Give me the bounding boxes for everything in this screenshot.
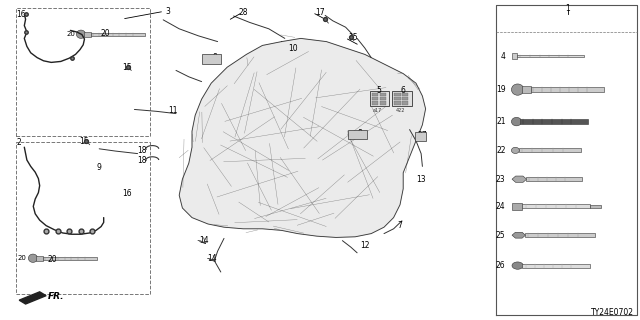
Bar	[531, 87, 604, 92]
Bar	[372, 93, 378, 96]
Text: 22: 22	[496, 146, 506, 155]
Polygon shape	[512, 176, 527, 182]
Bar	[394, 97, 401, 100]
Text: 14: 14	[198, 236, 209, 245]
Text: 25: 25	[496, 231, 506, 240]
Bar	[522, 264, 589, 268]
Text: 16: 16	[122, 189, 132, 198]
Text: 14: 14	[207, 254, 218, 263]
Bar	[522, 86, 531, 93]
Bar	[512, 53, 516, 59]
Bar	[402, 101, 408, 105]
Bar	[415, 132, 426, 141]
Bar	[525, 233, 595, 237]
Bar	[84, 32, 90, 37]
Text: 28: 28	[239, 8, 248, 17]
Text: 2: 2	[16, 138, 21, 147]
Bar	[512, 203, 522, 210]
Text: 15: 15	[79, 137, 90, 146]
Bar	[202, 54, 221, 64]
Text: 10: 10	[288, 44, 298, 53]
Text: 8: 8	[357, 129, 362, 138]
Text: 11: 11	[168, 106, 177, 115]
Text: 20: 20	[18, 255, 27, 260]
Bar	[402, 97, 408, 100]
Text: 26: 26	[496, 261, 506, 270]
Bar	[392, 91, 412, 106]
Text: 13: 13	[416, 175, 426, 184]
Text: 19: 19	[496, 85, 506, 94]
Text: 18: 18	[138, 156, 147, 165]
Text: 422: 422	[396, 108, 404, 113]
Text: 1: 1	[565, 4, 570, 12]
Text: 9: 9	[97, 163, 102, 172]
Polygon shape	[512, 232, 525, 238]
Text: 4: 4	[500, 52, 506, 60]
Text: 7: 7	[397, 221, 403, 230]
Bar	[380, 97, 386, 100]
Text: a17: a17	[373, 108, 382, 113]
Text: 5: 5	[376, 86, 381, 95]
Text: 15: 15	[122, 63, 132, 72]
Polygon shape	[19, 292, 46, 304]
Bar	[526, 177, 582, 181]
Bar	[42, 257, 97, 260]
Text: 16: 16	[16, 10, 26, 19]
Bar	[519, 148, 580, 152]
Ellipse shape	[512, 262, 524, 269]
Text: 24: 24	[496, 202, 506, 211]
Bar	[90, 33, 145, 36]
Bar	[372, 97, 378, 100]
Text: 12: 12	[360, 241, 369, 250]
Text: 18: 18	[138, 146, 147, 155]
Text: 6: 6	[401, 86, 406, 95]
Text: 27: 27	[417, 131, 428, 140]
Bar	[402, 93, 408, 96]
Text: 15: 15	[348, 33, 358, 42]
Text: 21: 21	[496, 117, 506, 126]
Bar	[370, 91, 389, 106]
Bar	[380, 93, 386, 96]
Bar	[520, 119, 588, 124]
Ellipse shape	[511, 84, 524, 95]
Ellipse shape	[28, 254, 38, 262]
Text: 20: 20	[100, 29, 111, 38]
Ellipse shape	[511, 147, 519, 154]
Bar	[516, 55, 584, 57]
Polygon shape	[179, 38, 426, 237]
Bar	[522, 204, 589, 208]
Text: 17: 17	[315, 8, 325, 17]
Bar	[348, 130, 367, 139]
Ellipse shape	[511, 117, 522, 126]
Ellipse shape	[76, 30, 86, 38]
Text: 23: 23	[496, 175, 506, 184]
Text: 3: 3	[165, 7, 170, 16]
Text: 8: 8	[212, 53, 217, 62]
Bar	[380, 101, 386, 105]
Bar	[394, 101, 401, 105]
Bar	[589, 205, 601, 208]
Text: FR.: FR.	[48, 292, 65, 301]
Bar	[36, 256, 42, 261]
Text: TY24E0702: TY24E0702	[591, 308, 634, 317]
Bar	[394, 93, 401, 96]
Text: 20: 20	[67, 31, 76, 36]
Bar	[372, 101, 378, 105]
Text: 20: 20	[47, 255, 58, 264]
